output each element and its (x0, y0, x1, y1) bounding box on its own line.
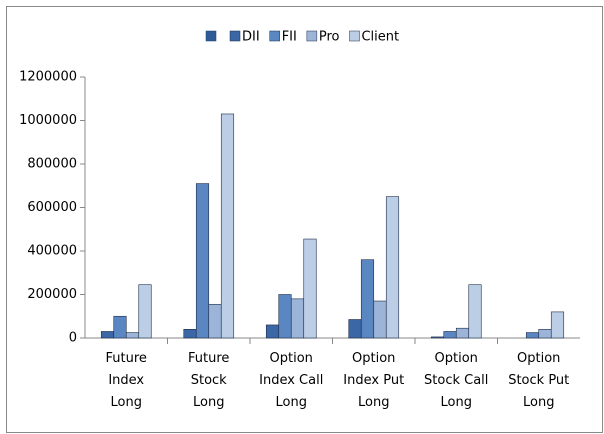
bar (290, 298, 305, 339)
legend-label: Client (361, 30, 399, 45)
bar (550, 311, 565, 339)
y-tick-label: 800000 (27, 157, 77, 172)
bar (348, 319, 362, 339)
y-tick-label: 0 (69, 331, 77, 346)
bar (538, 328, 552, 339)
x-tick-label: Option Stock Call Long (424, 351, 489, 410)
bar (195, 183, 210, 339)
bar (360, 259, 375, 339)
bar (138, 284, 152, 339)
bar (113, 315, 127, 339)
legend-label: FII (282, 30, 297, 45)
y-tick-label: 1200000 (19, 70, 77, 85)
legend-marker (306, 30, 318, 42)
y-tick-label: 1000000 (19, 113, 77, 128)
bar (208, 303, 222, 339)
bar (468, 284, 482, 339)
y-tick-label: 600000 (27, 200, 77, 215)
y-tick-label: 200000 (27, 287, 77, 302)
legend-label: Pro (319, 30, 340, 45)
x-tick-label: Option Index Call Long (259, 351, 324, 410)
legend-marker (229, 30, 241, 42)
bar (373, 300, 387, 339)
bar (430, 336, 445, 339)
bar (443, 331, 457, 339)
bar (385, 196, 400, 339)
legend-marker (269, 30, 280, 42)
bar (220, 113, 235, 339)
x-tick-label: Future Stock Long (188, 351, 230, 410)
legend-marker (349, 30, 360, 42)
bar (183, 328, 197, 339)
x-tick-label: Option Stock Put Long (508, 351, 570, 410)
bar (265, 324, 280, 339)
bar (278, 294, 292, 339)
bar (455, 327, 470, 339)
bar (303, 238, 317, 339)
bar (100, 331, 115, 339)
legend-label: DII (242, 30, 260, 45)
bar (525, 332, 540, 339)
y-tick-label: 400000 (27, 244, 77, 259)
bar (125, 332, 140, 339)
x-tick-label: Future Index Long (105, 351, 147, 410)
chart-border (6, 6, 603, 433)
x-tick-label: Option Index Put Long (343, 351, 405, 410)
legend-marker (205, 30, 217, 42)
